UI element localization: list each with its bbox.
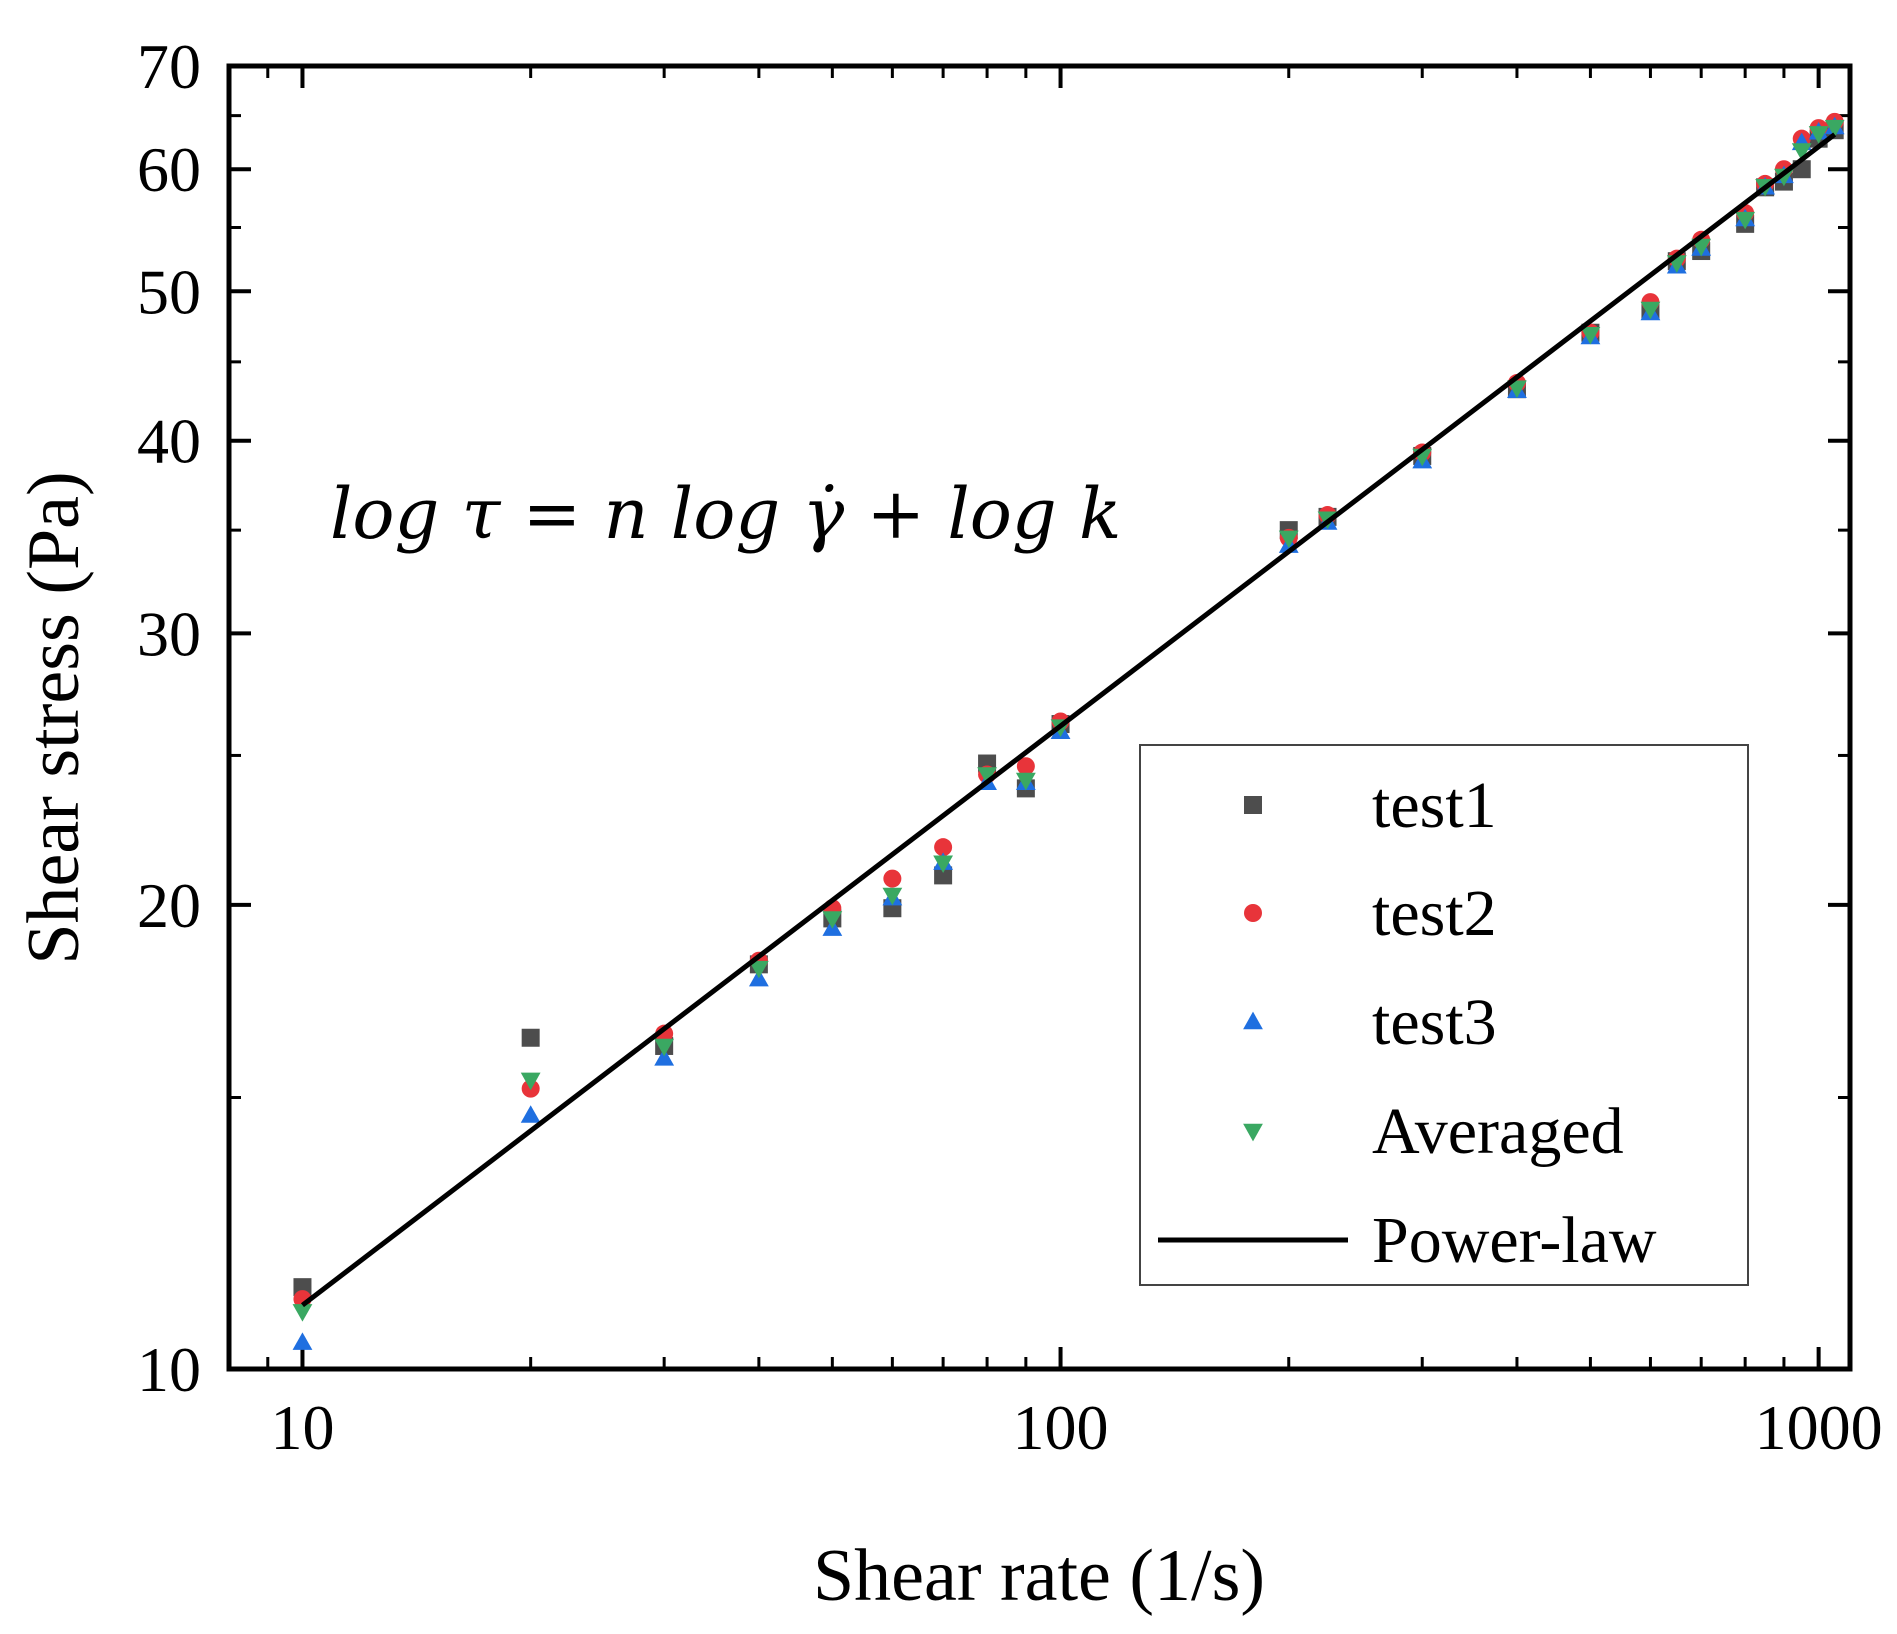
- averaged-point: [292, 1304, 313, 1322]
- legend-label-averaged: Averaged: [1372, 1095, 1624, 1168]
- x-tick-label: 10: [270, 1392, 334, 1463]
- legend-label-test2: test2: [1372, 877, 1497, 950]
- legend-swatch-test1: [1244, 796, 1262, 814]
- test3-point: [654, 1048, 675, 1066]
- averaged-point: [882, 887, 903, 906]
- y-tick-label: 60: [137, 134, 201, 205]
- y-tick-label: 40: [137, 406, 201, 477]
- averaged-point: [748, 960, 769, 979]
- y-tick-label: 10: [137, 1334, 201, 1405]
- legend-swatch-test3: [1243, 1011, 1263, 1030]
- averaged-point: [1824, 119, 1845, 138]
- test2-point: [883, 869, 902, 888]
- x-tick-label: 100: [1013, 1392, 1109, 1463]
- averaged-point: [1735, 211, 1756, 230]
- averaged-point: [1507, 380, 1527, 398]
- legend-box: [1139, 744, 1749, 1286]
- averaged-point: [1015, 772, 1036, 791]
- averaged-point: [520, 1072, 541, 1091]
- x-axis-title: Shear rate (1/s): [813, 1535, 1265, 1617]
- averaged-point: [1640, 301, 1661, 320]
- test3-point: [520, 1105, 541, 1123]
- averaged-point: [933, 855, 954, 874]
- y-tick-label: 20: [137, 870, 201, 941]
- test2-point: [1016, 757, 1035, 776]
- averaged-point: [1580, 326, 1601, 345]
- averaged-point: [1808, 126, 1829, 144]
- equation-annotation: log τ = n log γ̇ + log k: [330, 473, 1121, 555]
- y-axis-title: Shear stress (Pa): [13, 471, 95, 964]
- legend-swatch-averaged: [1243, 1123, 1263, 1142]
- legend-label-test1: test1: [1372, 769, 1497, 842]
- legend-label-power-law: Power-law: [1372, 1204, 1657, 1277]
- x-tick-label: 1000: [1755, 1392, 1883, 1463]
- y-tick-label: 70: [137, 31, 201, 102]
- legend-label-test3: test3: [1372, 986, 1497, 1059]
- legend: test1 test2 test3 Averaged Power-law: [1139, 744, 1749, 1286]
- averaged-point: [1774, 168, 1794, 187]
- averaged-point: [1278, 530, 1299, 549]
- test3-point: [292, 1332, 313, 1350]
- y-tick-label: 50: [137, 256, 201, 327]
- test1-point: [521, 1028, 540, 1047]
- averaged-point: [977, 767, 997, 785]
- test2-point: [934, 838, 953, 857]
- test1-point: [934, 866, 953, 885]
- tick-labels: 10 100 1000 10 20 30 40 50 60 70: [137, 31, 1883, 1463]
- y-tick-label: 30: [137, 598, 201, 669]
- plot-content: [292, 112, 1845, 1350]
- power-law-line: [300, 132, 1837, 1308]
- averaged-point: [654, 1038, 675, 1057]
- averaged-point: [1791, 143, 1812, 161]
- plot-frame: [226, 63, 1853, 1372]
- legend-swatch-test2: [1244, 904, 1262, 922]
- averaged-point: [822, 911, 843, 929]
